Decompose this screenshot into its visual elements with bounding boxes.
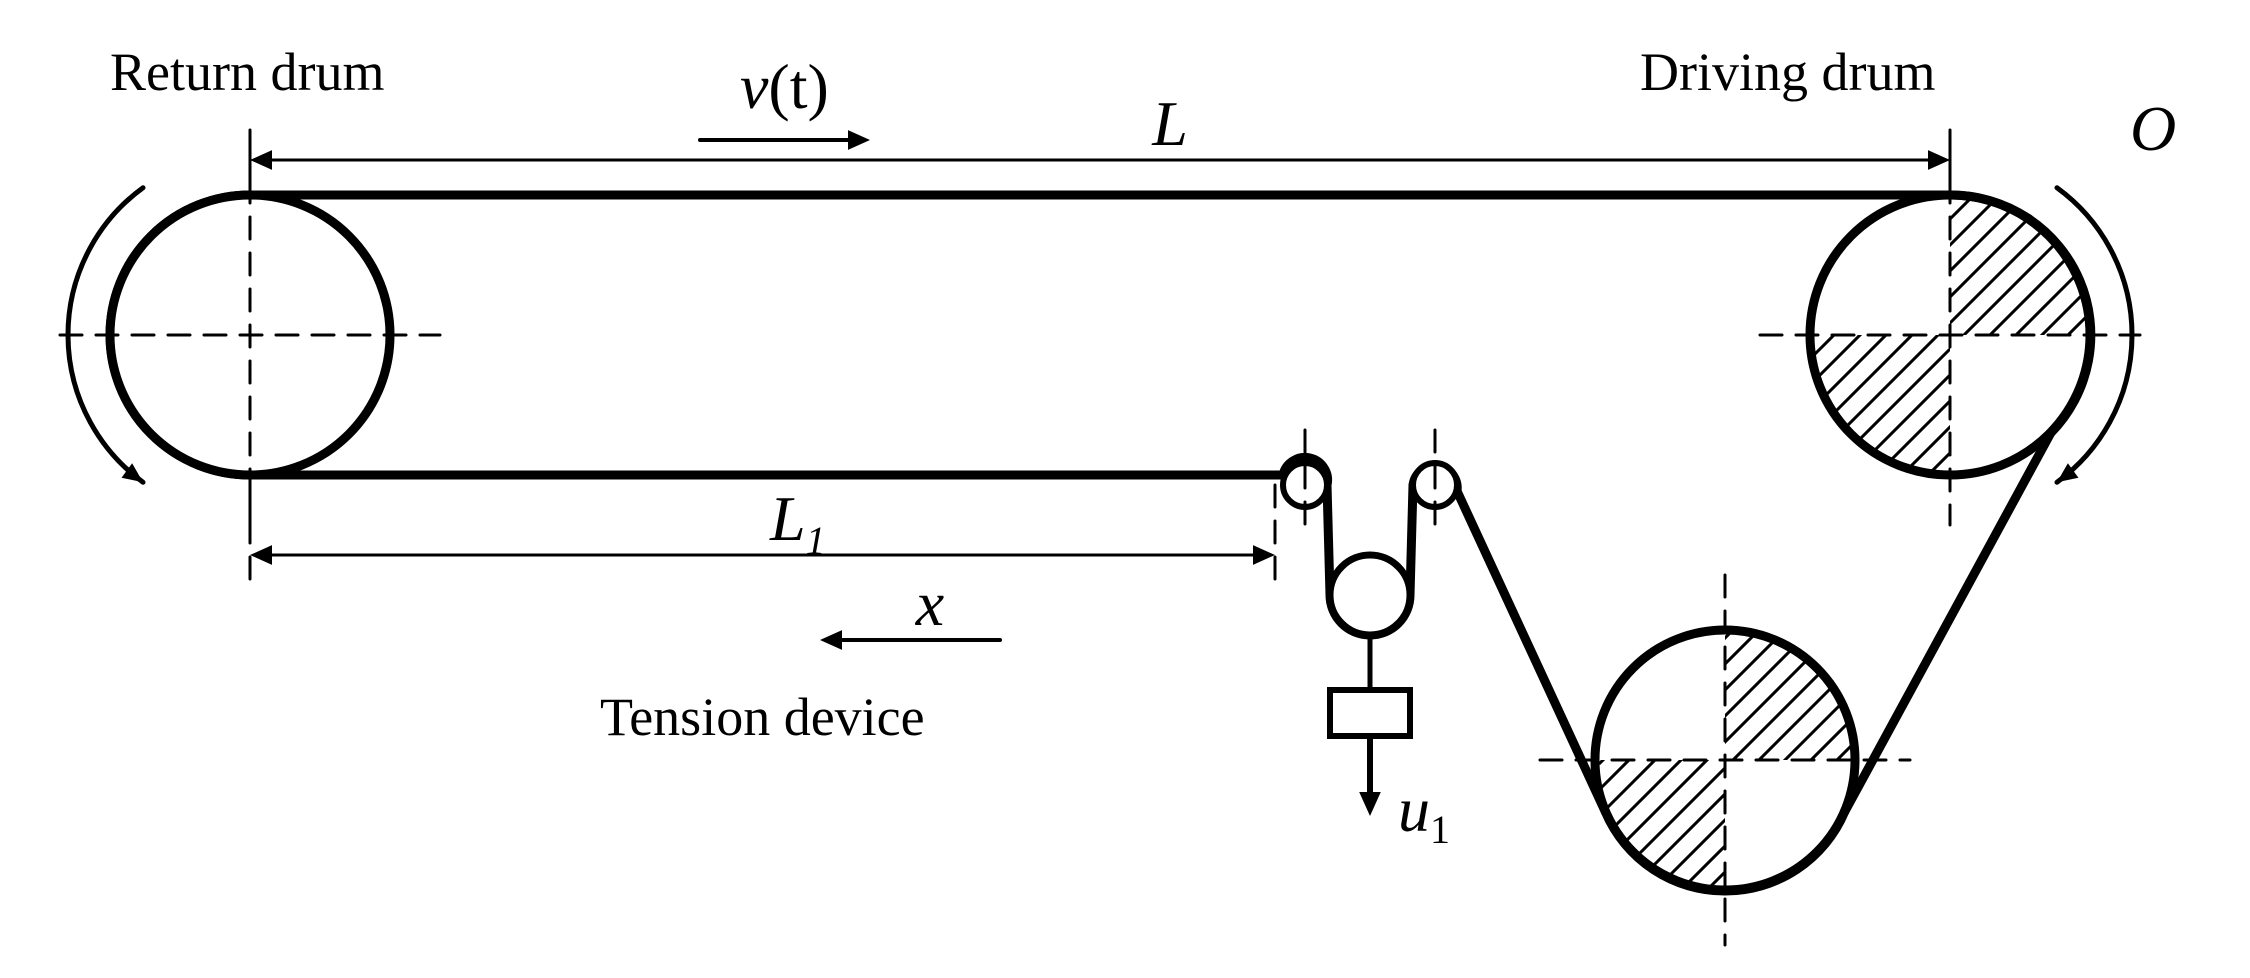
label-O: O (2130, 93, 2176, 164)
label-driving-drum: Driving drum (1640, 42, 1935, 102)
label-v: v(t) (740, 51, 829, 122)
label-x: x (915, 568, 944, 639)
tension-weight (1330, 690, 1410, 736)
label-u1: u1 (1398, 774, 1450, 852)
label-tension-device: Tension device (600, 687, 925, 747)
label-L1: L1 (769, 483, 826, 563)
label-L: L (1151, 88, 1188, 159)
label-return-drum: Return drum (110, 42, 384, 102)
